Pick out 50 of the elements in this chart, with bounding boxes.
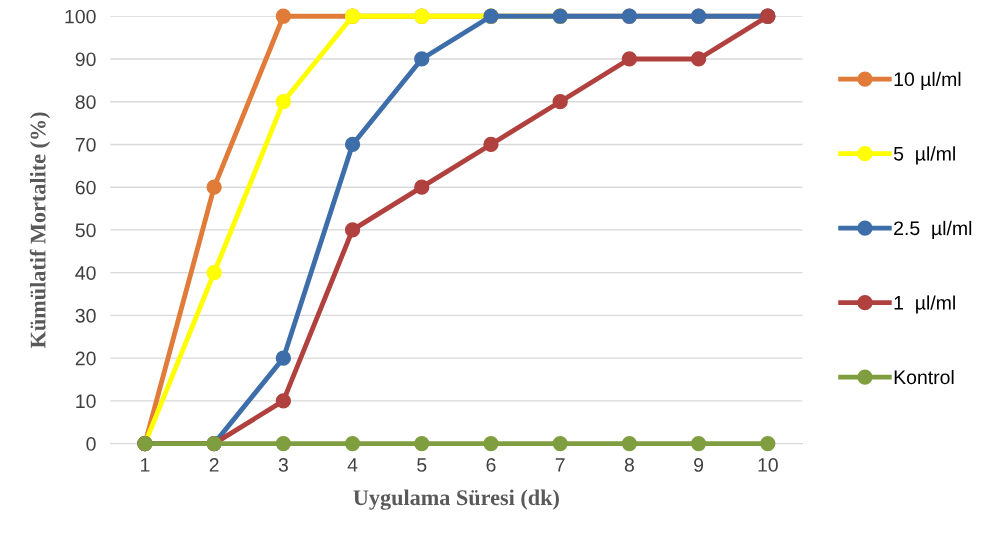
point <box>621 51 638 67</box>
point <box>760 435 776 452</box>
point <box>344 136 361 153</box>
point <box>690 51 707 67</box>
y-tick-label: 60 <box>75 180 96 195</box>
y-tick-label: 10 <box>76 394 96 409</box>
x-tick-label: 9 <box>694 458 704 472</box>
x-tick-label: 10 <box>758 458 778 472</box>
y-tick-label: 0 <box>86 437 96 451</box>
point <box>414 435 430 452</box>
legend-label: 10 µl/ml <box>894 71 961 90</box>
legend-label: 5 µl/ml <box>893 146 955 165</box>
y-axis-title: Kümülatif Mortalite (%) <box>29 112 51 349</box>
y-tick-label: 30 <box>75 308 96 323</box>
point <box>483 136 499 153</box>
legend-label: 2.5 µl/ml <box>894 220 972 239</box>
point <box>344 435 361 452</box>
x-tick-label: 7 <box>555 458 565 472</box>
point <box>275 350 291 366</box>
x-tick-label: 4 <box>347 458 358 472</box>
point <box>621 435 638 452</box>
point <box>690 435 707 452</box>
point <box>483 435 499 452</box>
point <box>206 265 222 281</box>
x-tick-label: 8 <box>624 458 634 472</box>
y-tick-label: 80 <box>75 95 96 109</box>
legend-label: 1 µl/ml <box>894 295 955 314</box>
x-tick-label: 2 <box>209 458 219 472</box>
legend-label: Kontrol <box>894 369 954 385</box>
y-tick-label: 50 <box>75 223 96 238</box>
x-tick-label: 3 <box>278 458 288 472</box>
point <box>552 94 568 110</box>
point <box>414 179 430 195</box>
point <box>275 94 291 110</box>
y-tick-label: 40 <box>75 266 96 280</box>
point <box>275 435 291 452</box>
point <box>275 8 291 24</box>
y-tick-label: 100 <box>65 9 96 24</box>
y-tick-label: 20 <box>75 351 96 366</box>
y-tick-label: 90 <box>75 52 96 67</box>
point <box>275 393 291 409</box>
x-axis-title: Uygulama Süresi (dk) <box>353 489 559 510</box>
point <box>552 435 568 452</box>
point <box>344 222 361 238</box>
x-tick-label: 6 <box>486 458 496 472</box>
y-tick-label: 70 <box>75 137 96 152</box>
x-tick-label: 1 <box>141 458 150 472</box>
point <box>206 179 222 195</box>
x-tick-label: 5 <box>417 458 427 472</box>
point <box>414 51 430 67</box>
